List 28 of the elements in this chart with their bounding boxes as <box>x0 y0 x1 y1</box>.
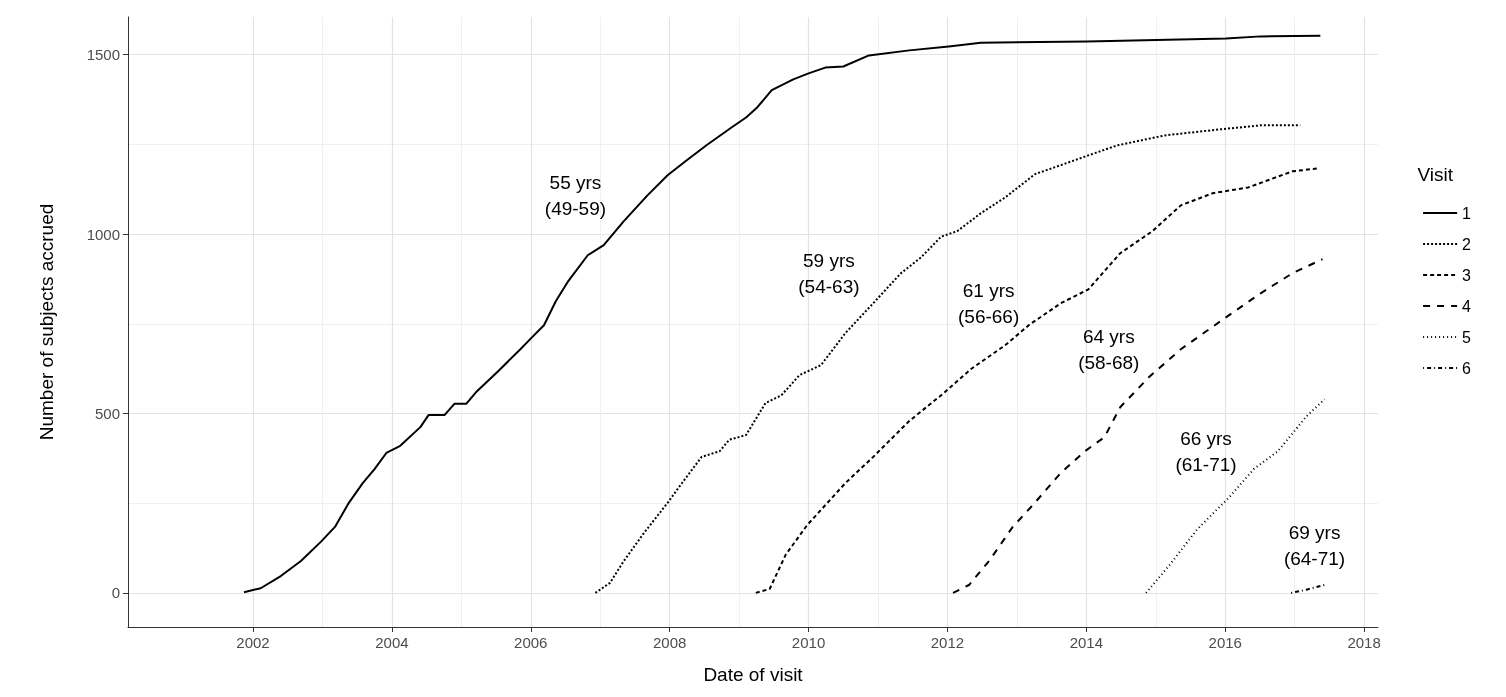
legend-label: 5 <box>1462 328 1472 346</box>
annotation: 61 yrs (56-66) <box>958 279 1020 327</box>
y-tick-label: 0 <box>111 584 120 602</box>
annotation: 55 yrs (49-59) <box>544 171 607 219</box>
x-axis-title: Date of visit <box>703 664 804 685</box>
x-tick-label: 2012 <box>930 634 965 651</box>
legend-label: 6 <box>1462 359 1472 377</box>
legend-label: 3 <box>1462 266 1472 284</box>
y-tick-label: 500 <box>94 405 120 422</box>
annotation: 66 yrs (61-71) <box>1175 427 1237 475</box>
x-tick-label: 2004 <box>375 634 409 651</box>
y-tick-label: 1000 <box>86 225 120 243</box>
x-tick-label: 2014 <box>1069 634 1104 651</box>
x-tick-label: 2006 <box>514 634 548 651</box>
x-tick-label: 2010 <box>791 634 826 651</box>
annotation: 69 yrs (64-71) <box>1283 521 1346 569</box>
x-tick-label: 2002 <box>236 634 270 651</box>
legend-title: Visit <box>1417 164 1454 185</box>
y-tick-label: 1500 <box>86 46 120 64</box>
x-tick-label: 2018 <box>1347 634 1381 651</box>
y-axis-title: Number of subjects accrued <box>36 203 57 441</box>
x-tick-label: 2016 <box>1208 634 1242 651</box>
annotation: 59 yrs (54-63) <box>798 249 860 297</box>
x-tick-label: 2008 <box>652 634 687 651</box>
legend-label: 4 <box>1462 297 1472 315</box>
legend-label: 1 <box>1462 204 1472 222</box>
legend-label: 2 <box>1462 235 1472 253</box>
annotation: 64 yrs (58-68) <box>1078 325 1140 373</box>
